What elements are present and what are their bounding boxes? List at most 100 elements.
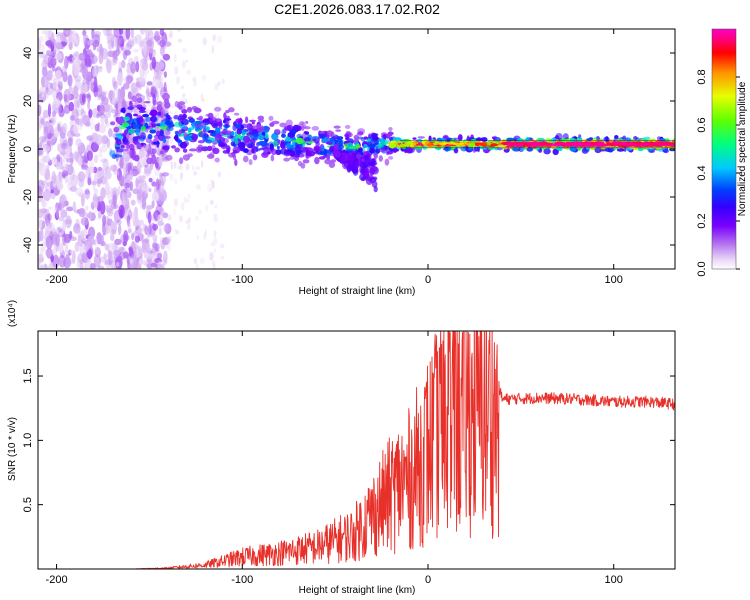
spectrogram-cell [187,153,193,158]
spectrogram-cell [177,165,183,170]
spectrogram-cell [38,196,46,203]
spectrogram-cell [363,144,368,148]
spectrogram-cell [114,107,119,117]
spectrogram-cell [384,158,390,166]
spectrogram-cell [136,117,141,125]
spectrogram-cell [234,123,241,129]
spectrogram-cell [557,143,567,146]
spectrogram-cell [96,113,100,119]
spectrogram-cell [76,36,80,47]
spectrogram-cell [247,143,253,149]
spectrogram-cell [262,125,270,133]
spectrogram-cell [51,156,58,166]
spectrogram-cell [147,133,153,140]
spectrogram-cell [174,66,179,75]
spectrogram-cell [119,155,124,169]
spectrogram-cell [241,129,247,135]
spectrogram-cell [79,118,83,131]
spectrogram-cell [164,41,172,47]
spectrogram-cell [78,207,86,218]
spectrogram-cell [47,262,56,269]
spectrogram-cell [52,110,56,118]
spectrogram-cell [45,248,54,258]
spectrogram-cell [157,111,161,116]
spectrogram-cell [276,145,280,150]
spectrogram-cell [165,154,173,161]
spectrogram-cell [135,80,143,88]
spectrogram-cell [118,246,125,253]
spectrogram-cell [213,248,217,254]
spectrogram-cell [162,53,171,61]
spectrogram-cell [115,133,119,137]
spectrogram-cell [47,213,52,221]
spectrogram-cell [490,143,498,147]
spectrogram-cell [501,141,508,146]
spectrogram-cell [138,75,145,86]
spectrogram-cell [93,76,98,90]
snr-x-axis: -200 -100 0 100 [46,331,623,586]
spectrogram-cell [38,162,47,176]
spectrogram-cell [162,92,170,101]
spectrogram-cell [38,104,42,116]
spectrogram-cell [49,230,54,241]
spectrogram-cell [569,145,577,152]
spectrogram-cell [161,172,170,177]
spectrogram-cell [86,150,93,161]
spectrogram-cell [151,181,157,187]
spectrogram-cell [243,148,249,153]
spectrogram-cell [170,104,174,108]
spectrogram-cell [61,150,67,155]
spectrogram-cell [186,106,193,113]
spectrogram-cell [304,137,311,142]
spectrogram-cell [74,75,82,83]
spectrogram-cell [45,212,51,227]
spectrogram-cell [318,156,326,160]
spectrogram-cell [80,109,87,119]
spectrogram-cell [123,134,127,140]
spectrogram-cell [93,195,99,209]
spectrogram-cell [333,125,341,129]
spectrogram-cell [72,201,77,212]
spectrogram-cell [302,159,310,164]
spectrogram-cell [104,181,110,196]
spectrogram-cell [117,72,123,86]
spectrogram-cell [42,145,50,152]
spectrogram-cell [52,231,59,245]
spectrogram-cell [146,157,153,165]
spectrogram-cell [144,237,150,244]
spectrogram-cell [132,188,140,195]
spectrogram-cell [68,41,73,51]
x-tick-label: -200 [46,274,68,286]
spectrogram-cell [373,185,378,193]
spectrogram-cell [68,86,73,91]
spectrogram-cell [39,265,46,269]
spectrogram-cell [151,191,160,202]
spectrogram-cell [55,42,62,50]
spectrogram-cell [66,206,74,212]
spectrogram-cell [164,136,171,139]
spectrogram-cell [179,124,187,130]
spectrogram-cell [330,159,337,163]
spectrogram-cell [163,71,167,78]
spectrogram-cell [127,106,134,111]
spectrogram-cell [52,81,57,92]
spectrogram-cell [214,204,218,208]
spectrogram-y-axis: -40 -20 0 20 40 [22,47,675,253]
spectrogram-cell [38,38,42,50]
spectrogram-cell [274,129,281,133]
spectrogram-cell [156,252,163,260]
spectrogram-cell [300,162,306,169]
spectrogram-cell [177,103,181,109]
spectrogram-cell [77,256,81,268]
spectrogram-cell [61,173,67,178]
spectrogram-cell [104,259,113,265]
spectrogram-cell [122,150,131,163]
spectrogram-cell [56,226,61,231]
spectrogram-cell [191,165,195,171]
spectrogram-cell [156,101,163,106]
spectrogram-cell [114,238,122,245]
spectrogram-cell [137,175,146,180]
spectrogram-cell [131,95,138,103]
spectrogram-cell [63,233,71,244]
spectrogram-cell [347,153,356,162]
